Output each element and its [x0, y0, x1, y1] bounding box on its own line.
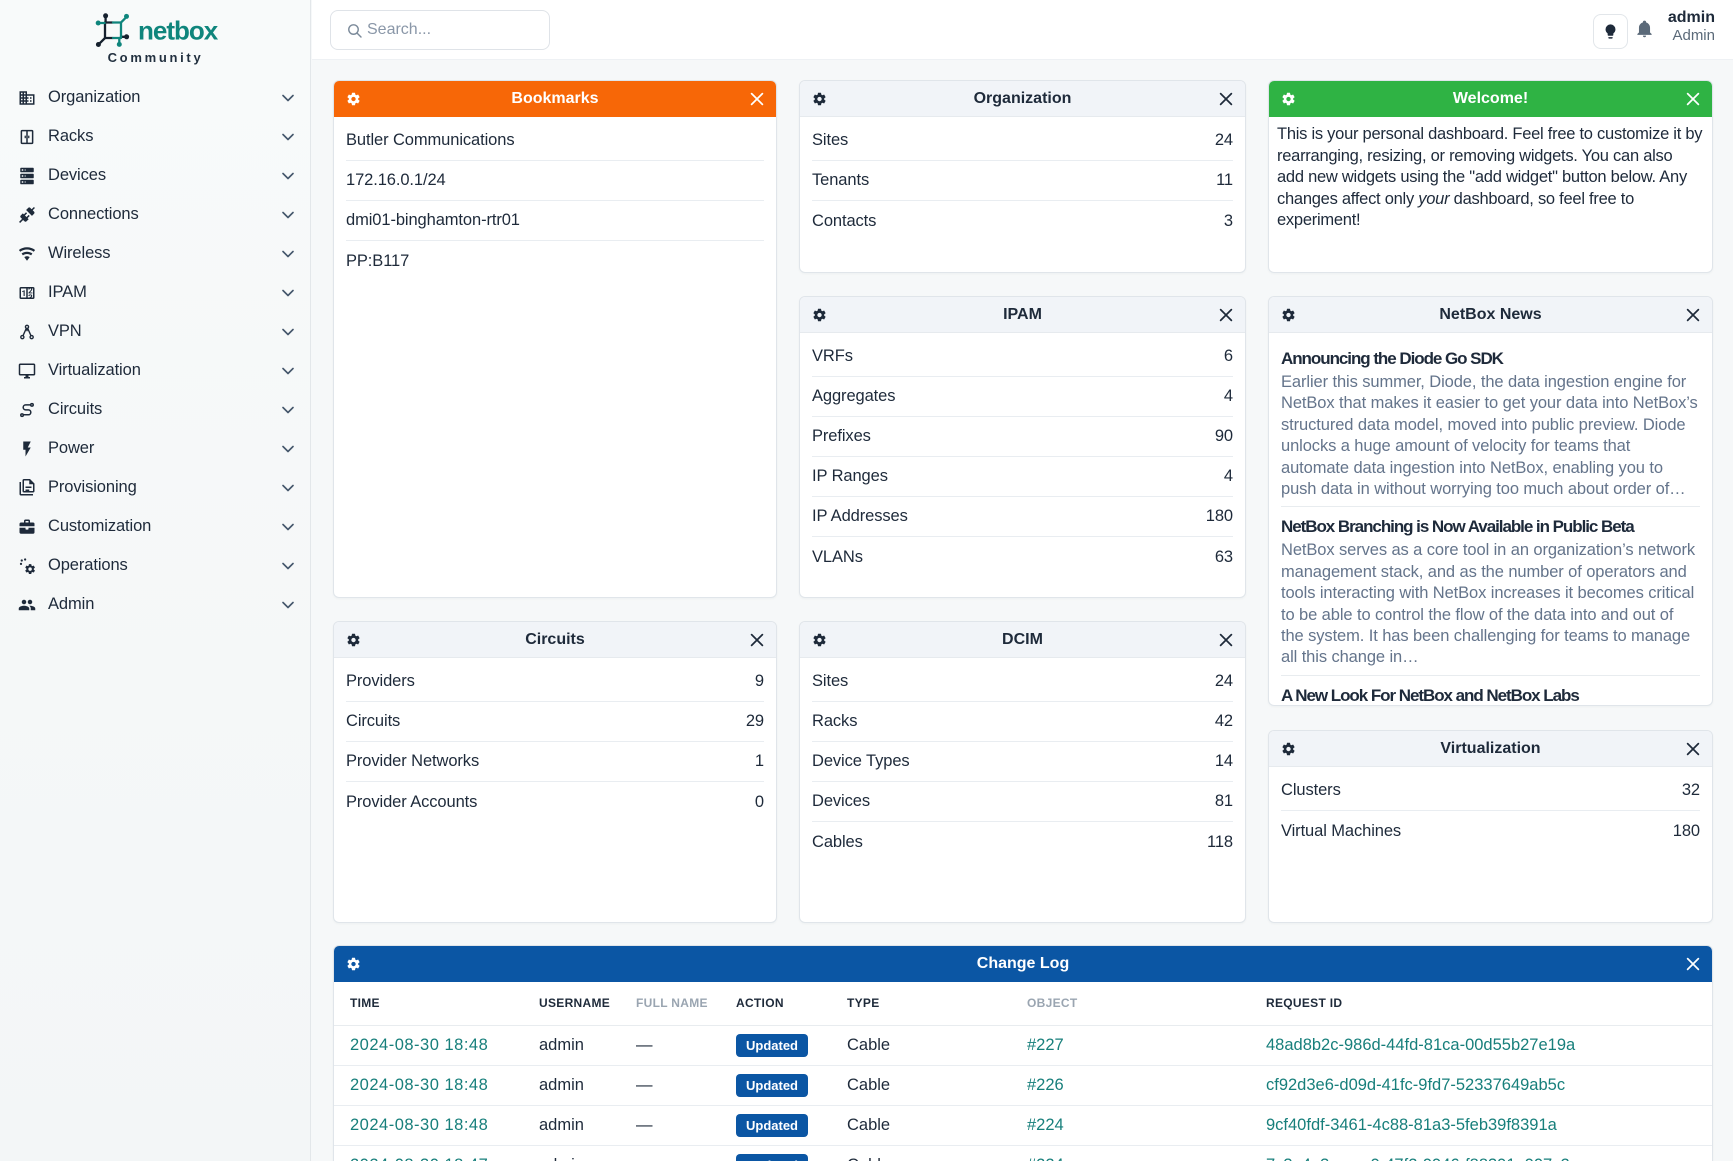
svg-text:netbox: netbox [138, 16, 219, 46]
